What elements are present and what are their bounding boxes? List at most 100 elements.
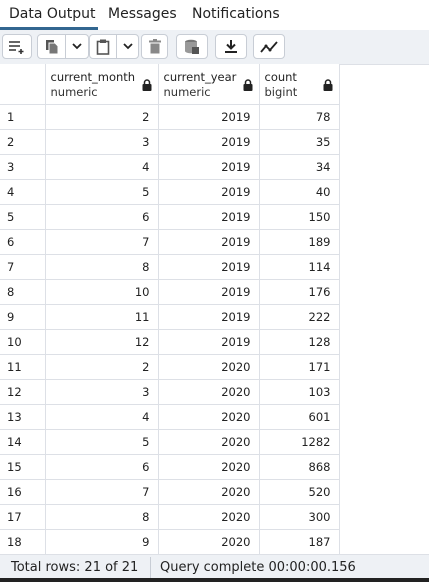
cell-current-month[interactable]: 2 (45, 104, 159, 130)
cell-current-month[interactable]: 8 (45, 254, 159, 280)
row-number-cell[interactable]: 15 (0, 454, 46, 480)
row-number-cell[interactable]: 7 (0, 254, 46, 280)
horizontal-scrollbar[interactable] (0, 578, 429, 582)
cell-current-year[interactable]: 2020 (158, 504, 260, 530)
cell-count[interactable]: 35 (259, 129, 340, 155)
row-number-cell[interactable]: 16 (0, 479, 46, 505)
cell-current-month[interactable]: 2 (45, 354, 159, 380)
row-number-cell[interactable]: 3 (0, 154, 46, 180)
table-row[interactable]: 16 7 2020 520 (0, 479, 340, 505)
cell-current-month[interactable]: 12 (45, 329, 159, 355)
cell-current-year[interactable]: 2020 (158, 454, 260, 480)
cell-current-month[interactable]: 3 (45, 129, 159, 155)
graph-visualiser-button[interactable] (253, 34, 285, 59)
row-number-cell[interactable]: 1 (0, 104, 46, 130)
row-number-cell[interactable]: 12 (0, 379, 46, 405)
download-button[interactable] (215, 34, 247, 59)
cell-count[interactable]: 868 (259, 454, 340, 480)
cell-count[interactable]: 128 (259, 329, 340, 355)
paste-options-dropdown[interactable] (117, 43, 138, 50)
column-header-count[interactable]: count bigint (259, 64, 340, 105)
cell-current-year[interactable]: 2019 (158, 129, 260, 155)
cell-count[interactable]: 222 (259, 304, 340, 330)
cell-count[interactable]: 114 (259, 254, 340, 280)
cell-count[interactable]: 1282 (259, 429, 340, 455)
cell-current-year[interactable]: 2020 (158, 404, 260, 430)
paste-button[interactable] (90, 39, 116, 55)
row-number-cell[interactable]: 17 (0, 504, 46, 530)
table-row[interactable]: 13 4 2020 601 (0, 404, 340, 430)
column-header-current-month[interactable]: current_month numeric (45, 64, 159, 105)
cell-count[interactable]: 40 (259, 179, 340, 205)
cell-count[interactable]: 34 (259, 154, 340, 180)
copy-options-dropdown[interactable] (66, 43, 88, 50)
row-number-cell[interactable]: 4 (0, 179, 46, 205)
table-row[interactable]: 15 6 2020 868 (0, 454, 340, 480)
table-row[interactable]: 4 5 2019 40 (0, 179, 340, 205)
cell-current-month[interactable]: 8 (45, 504, 159, 530)
cell-count[interactable]: 103 (259, 379, 340, 405)
table-row[interactable]: 3 4 2019 34 (0, 154, 340, 180)
cell-current-month[interactable]: 10 (45, 279, 159, 305)
cell-current-month[interactable]: 5 (45, 429, 159, 455)
cell-current-month[interactable]: 6 (45, 204, 159, 230)
tab-messages[interactable]: Messages (108, 6, 177, 22)
table-row[interactable]: 14 5 2020 1282 (0, 429, 340, 455)
cell-current-month[interactable]: 9 (45, 529, 159, 554)
cell-current-month[interactable]: 5 (45, 179, 159, 205)
row-number-cell[interactable]: 5 (0, 204, 46, 230)
cell-current-year[interactable]: 2019 (158, 254, 260, 280)
table-row[interactable]: 9 11 2019 222 (0, 304, 340, 330)
column-header-current-year[interactable]: current_year numeric (158, 64, 260, 105)
cell-current-year[interactable]: 2019 (158, 179, 260, 205)
cell-count[interactable]: 189 (259, 229, 340, 255)
table-row[interactable]: 8 10 2019 176 (0, 279, 340, 305)
row-number-cell[interactable]: 14 (0, 429, 46, 455)
row-number-cell[interactable]: 8 (0, 279, 46, 305)
cell-count[interactable]: 176 (259, 279, 340, 305)
cell-current-year[interactable]: 2020 (158, 354, 260, 380)
table-row[interactable]: 2 3 2019 35 (0, 129, 340, 155)
copy-button[interactable] (38, 39, 65, 55)
table-row[interactable]: 17 8 2020 300 (0, 504, 340, 530)
cell-count[interactable]: 601 (259, 404, 340, 430)
row-number-cell[interactable]: 11 (0, 354, 46, 380)
cell-current-month[interactable]: 4 (45, 154, 159, 180)
cell-count[interactable]: 78 (259, 104, 340, 130)
table-row[interactable]: 12 3 2020 103 (0, 379, 340, 405)
cell-current-year[interactable]: 2019 (158, 304, 260, 330)
table-row[interactable]: 11 2 2020 171 (0, 354, 340, 380)
table-row[interactable]: 6 7 2019 189 (0, 229, 340, 255)
table-row[interactable]: 18 9 2020 187 (0, 529, 340, 554)
cell-current-year[interactable]: 2020 (158, 479, 260, 505)
cell-count[interactable]: 171 (259, 354, 340, 380)
save-data-button[interactable] (176, 34, 208, 59)
cell-count[interactable]: 150 (259, 204, 340, 230)
cell-current-month[interactable]: 7 (45, 479, 159, 505)
cell-current-month[interactable]: 4 (45, 404, 159, 430)
cell-current-year[interactable]: 2019 (158, 104, 260, 130)
row-number-cell[interactable]: 6 (0, 229, 46, 255)
cell-current-year[interactable]: 2020 (158, 529, 260, 554)
delete-button[interactable] (141, 34, 168, 59)
tab-data-output[interactable]: Data Output (9, 6, 96, 22)
table-row[interactable]: 10 12 2019 128 (0, 329, 340, 355)
row-number-cell[interactable]: 18 (0, 529, 46, 554)
row-number-cell[interactable]: 10 (0, 329, 46, 355)
cell-current-year[interactable]: 2019 (158, 329, 260, 355)
row-number-cell[interactable]: 9 (0, 304, 46, 330)
cell-current-month[interactable]: 3 (45, 379, 159, 405)
cell-current-month[interactable]: 11 (45, 304, 159, 330)
cell-count[interactable]: 520 (259, 479, 340, 505)
cell-current-year[interactable]: 2019 (158, 229, 260, 255)
cell-count[interactable]: 300 (259, 504, 340, 530)
cell-current-year[interactable]: 2020 (158, 429, 260, 455)
table-row[interactable]: 7 8 2019 114 (0, 254, 340, 280)
add-row-button[interactable] (2, 34, 32, 59)
cell-current-month[interactable]: 6 (45, 454, 159, 480)
cell-current-year[interactable]: 2020 (158, 379, 260, 405)
row-number-header[interactable] (0, 64, 46, 105)
row-number-cell[interactable]: 13 (0, 404, 46, 430)
cell-current-year[interactable]: 2019 (158, 154, 260, 180)
cell-current-month[interactable]: 7 (45, 229, 159, 255)
